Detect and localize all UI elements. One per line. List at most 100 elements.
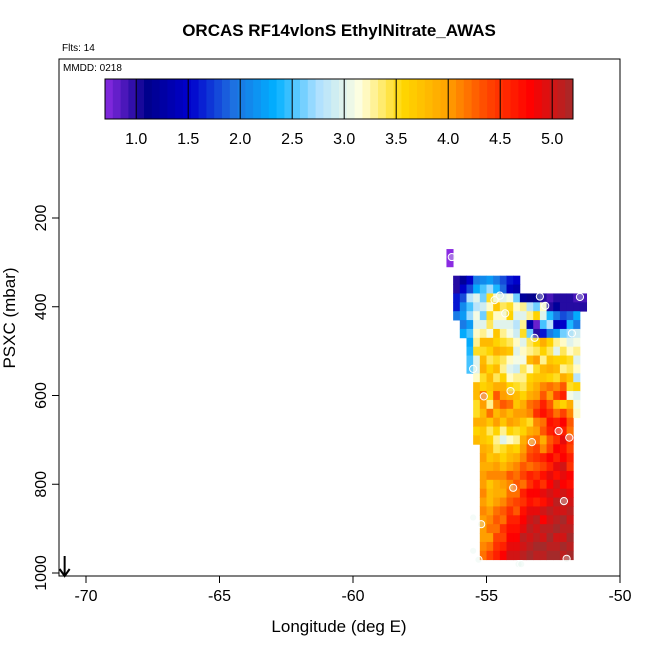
heatmap-cell [513, 435, 521, 445]
heatmap-cell [499, 337, 507, 348]
heatmap-cell [486, 444, 494, 454]
heatmap-cell [539, 337, 547, 348]
heatmap-cell [526, 488, 534, 498]
heatmap-cell [506, 328, 514, 339]
heatmap-cell [539, 435, 547, 445]
heatmap-cell [479, 391, 487, 401]
colorbar-swatch [362, 79, 371, 119]
heatmap-cell [479, 479, 487, 490]
heatmap-cell [546, 444, 554, 454]
arrow-head [58, 568, 71, 578]
colorbar-swatch [120, 79, 129, 119]
heatmap-cell [473, 391, 481, 401]
heatmap-cell [546, 488, 554, 498]
heatmap-cell [539, 479, 547, 490]
colorbar-swatch [105, 79, 114, 119]
heatmap-cell [486, 311, 494, 321]
heatmap-cell [513, 373, 521, 383]
colorbar-swatch [229, 79, 239, 119]
heatmap-cell [459, 302, 467, 312]
heatmap-cell [493, 311, 501, 321]
heatmap-cell [499, 417, 507, 427]
sample-point [447, 252, 456, 262]
colorbar-swatch [393, 79, 402, 119]
heatmap-cell [499, 524, 507, 534]
heatmap-cell [526, 515, 534, 525]
heatmap-cell [486, 488, 494, 498]
colorbar-tick-label: 3.5 [385, 131, 407, 148]
heatmap-cell [506, 364, 514, 374]
heatmap-cell [566, 426, 574, 436]
heatmap-cell [479, 320, 487, 330]
heatmap-cell [519, 488, 527, 498]
heatmap-cell [519, 444, 527, 454]
heatmap-cell [533, 453, 541, 463]
heatmap-cell [466, 320, 474, 330]
heatmap-cell [473, 417, 481, 427]
heatmap-cell [493, 346, 501, 356]
colorbar-swatch [175, 79, 184, 119]
heatmap-cell [526, 302, 534, 312]
heatmap-cell [539, 328, 547, 339]
colorbar-swatch [565, 79, 574, 119]
heatmap-cell [526, 293, 534, 303]
heatmap-cell [519, 426, 527, 436]
heatmap-cell [566, 479, 574, 490]
heatmap-cell [566, 364, 574, 374]
heatmap-cell [479, 408, 487, 419]
sample-points [447, 252, 585, 569]
heatmap-cell [519, 515, 527, 525]
heatmap-cell [533, 524, 541, 534]
heatmap-cell [499, 541, 507, 552]
sample-point [501, 309, 510, 318]
colorbar-tick-label: 1.0 [125, 131, 147, 148]
heatmap-cell [579, 302, 588, 312]
heatmap-cell [486, 426, 494, 436]
heatmap-cell [553, 533, 561, 543]
colorbar-swatch [487, 79, 496, 119]
heatmap-cell [499, 320, 507, 330]
heatmap-cell [573, 364, 581, 374]
colorbar-swatch [409, 79, 418, 119]
heatmap-cell [566, 435, 574, 445]
heatmap-cell [566, 462, 574, 472]
heatmap-cell [499, 550, 507, 561]
heatmap-cell [533, 497, 541, 507]
heatmap-cell [499, 355, 507, 365]
heatmap-cell [519, 346, 527, 356]
heatmap-cell [466, 311, 474, 321]
sample-point [559, 497, 569, 506]
heatmap-cell [519, 462, 527, 472]
heatmap-cell [526, 444, 534, 454]
colorbar-swatch [526, 79, 535, 119]
heatmap-cell [499, 435, 507, 445]
heatmap-cell [479, 550, 487, 561]
heatmap-cell [533, 399, 541, 410]
heatmap-cell [559, 391, 567, 401]
heatmap-cell [559, 328, 567, 339]
heatmap-cell [519, 533, 527, 543]
heatmap-cell [553, 320, 561, 330]
colorbar-swatch [253, 79, 262, 119]
heatmap-cell [459, 293, 467, 303]
heatmap-cell [546, 550, 554, 561]
heatmap-cell [533, 462, 541, 472]
heatmap-cell [506, 488, 514, 498]
heatmap-cell [499, 506, 507, 516]
heatmap-cell [486, 524, 494, 534]
heatmap-cell [519, 550, 527, 561]
heatmap-cell [479, 444, 487, 454]
heatmap-cell [533, 515, 541, 525]
heatmap-cell [526, 355, 534, 365]
x-tick-label: -70 [74, 588, 97, 605]
colorbar-tick-label: 1.5 [177, 131, 199, 148]
heatmap-cell [513, 426, 521, 436]
heatmap-cell [506, 417, 514, 427]
colorbar-swatch [214, 79, 223, 119]
heatmap-cell [553, 550, 561, 561]
heatmap-cell [519, 497, 527, 507]
heatmap-cell [546, 399, 554, 410]
heatmap-cell [533, 320, 541, 330]
heatmap-cell [566, 515, 574, 525]
heatmap-cell [499, 302, 507, 312]
